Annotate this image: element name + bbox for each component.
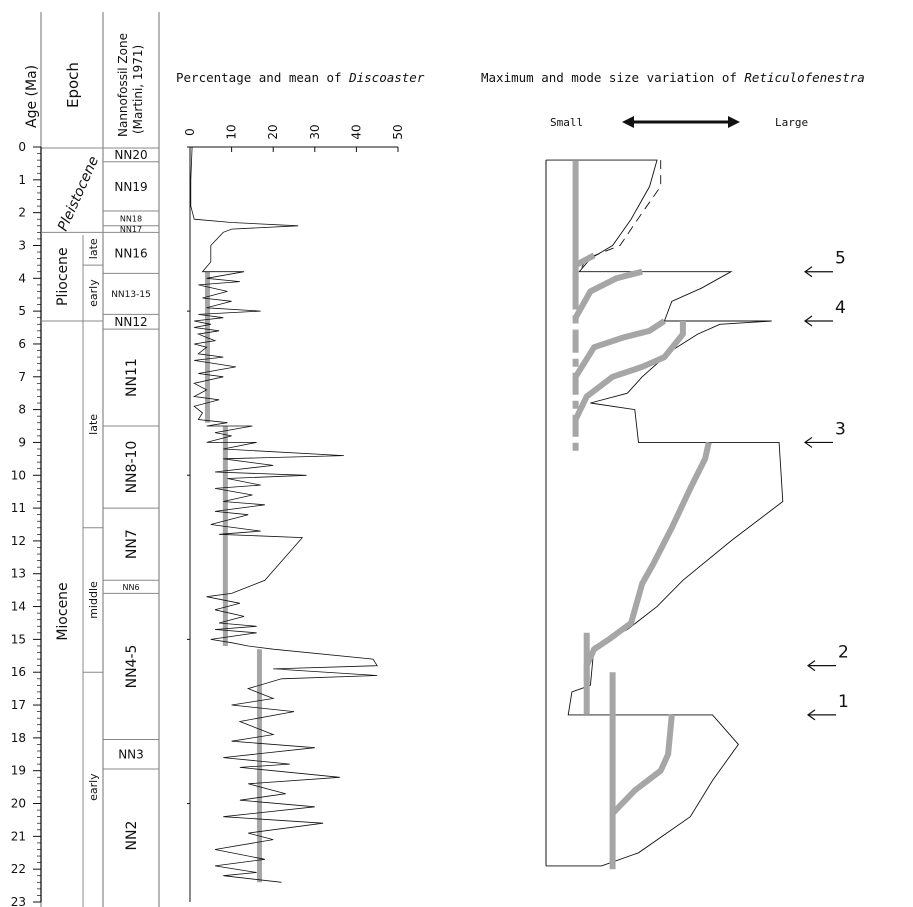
age-tick-label: 8 xyxy=(18,403,26,417)
discoaster-x-tick-label: 40 xyxy=(349,124,363,139)
age-tick-label: 2 xyxy=(18,206,26,220)
mode-size-line xyxy=(583,441,712,683)
age-tick-label: 22 xyxy=(11,862,26,876)
zone-label: NN16 xyxy=(114,246,147,260)
event-arrowhead xyxy=(806,660,816,672)
epoch-label: Miocene xyxy=(55,582,71,640)
stratigraphic-columns xyxy=(40,12,160,907)
age-tick-label: 16 xyxy=(11,665,26,679)
event-label: 3 xyxy=(835,419,846,439)
age-tick-label: 14 xyxy=(11,600,26,614)
event-label: 5 xyxy=(835,249,846,269)
event-label: 4 xyxy=(835,298,846,318)
mode-size-line xyxy=(572,321,686,421)
zone-label: NN6 xyxy=(122,583,139,592)
event-arrowhead xyxy=(803,436,813,448)
age-tick-label: 13 xyxy=(11,567,26,581)
age-column-header: Age (Ma) xyxy=(24,65,40,128)
zone-label: NN20 xyxy=(114,148,147,162)
large-size-label: Large xyxy=(775,116,808,129)
zone-label: NN18 xyxy=(120,214,142,223)
subepoch-label: late xyxy=(87,238,100,259)
subepoch-label: early xyxy=(87,279,100,307)
age-tick-label: 19 xyxy=(11,764,26,778)
reticulofenestra-chart: 5 4 3 2 1 xyxy=(545,159,849,870)
zone-label: NN11 xyxy=(124,358,140,397)
mode-size-line xyxy=(572,268,643,320)
age-tick-label: 23 xyxy=(11,895,26,907)
age-tick-label: 0 xyxy=(18,140,26,154)
age-tick-label: 1 xyxy=(18,173,26,187)
discoaster-chart-title: Percentage and mean of Discoaster xyxy=(176,70,425,85)
epoch-label: Pliocene xyxy=(55,247,71,306)
zone-label: NN2 xyxy=(124,821,140,851)
discoaster-x-tick-label: 30 xyxy=(308,124,322,139)
age-tick-label: 10 xyxy=(11,468,26,482)
epoch-column-header: Epoch xyxy=(64,62,82,108)
zone-column: NN20 NN19 NN18 NN17 NN16 NN13-15 NN12 NN11 NN8-1… xyxy=(103,148,159,851)
age-tick-label: 20 xyxy=(11,797,26,811)
age-tick-label: 21 xyxy=(11,829,26,843)
age-tick-label: 9 xyxy=(18,435,26,449)
discoaster-x-tick-label: 20 xyxy=(266,124,280,139)
age-tick-label: 17 xyxy=(11,698,26,712)
age-tick-label: 6 xyxy=(18,337,26,351)
age-tick-label: 4 xyxy=(18,271,26,285)
zone-label: NN17 xyxy=(120,225,142,234)
zone-label: NN7 xyxy=(124,529,140,559)
nanno-column-header-line2: (Martini, 1971) xyxy=(131,45,145,134)
discoaster-x-tick-label: 0 xyxy=(183,128,197,136)
nanno-column-header-line1: Nannofossil Zone xyxy=(116,33,130,137)
event-arrowhead xyxy=(803,315,813,327)
reticulofenestra-title-italic: Reticulofenestra xyxy=(744,70,864,85)
discoaster-x-tick-label: 50 xyxy=(391,124,405,139)
small-size-label: Small xyxy=(550,116,583,129)
event-label: 2 xyxy=(838,643,849,663)
mode-size-line xyxy=(610,714,675,816)
event-arrowhead xyxy=(803,266,813,278)
size-direction-arrow xyxy=(622,116,740,128)
zone-label: NN4-5 xyxy=(124,645,140,689)
subepoch-label: late xyxy=(87,414,100,435)
age-tick-label: 15 xyxy=(11,632,26,646)
subepoch-label: middle xyxy=(87,581,100,619)
maximum-size-outline xyxy=(546,159,784,867)
epoch-column: Pleistocene Pliocene Miocene late early late m… xyxy=(41,154,103,801)
zone-label: NN8-10 xyxy=(124,441,140,494)
discoaster-title-prefix: Percentage and mean of xyxy=(176,70,349,85)
zone-label: NN3 xyxy=(118,748,144,762)
age-tick-label: 3 xyxy=(18,238,26,252)
mode-size-line xyxy=(572,252,596,289)
zone-label: NN12 xyxy=(114,315,147,329)
mode-size-line xyxy=(573,318,667,379)
age-tick-label: 11 xyxy=(11,501,26,515)
event-arrowhead xyxy=(806,709,816,721)
epoch-label: Pleistocene xyxy=(55,154,102,234)
age-tick-label: 12 xyxy=(11,534,26,548)
age-tick-label: 5 xyxy=(18,304,26,318)
discoaster-x-tick-label: 10 xyxy=(225,124,239,139)
zone-label: NN19 xyxy=(114,180,147,194)
age-tick-label: 18 xyxy=(11,731,26,745)
discoaster-percentage-line xyxy=(190,146,378,883)
reticulofenestra-title-prefix: Maximum and mode size variation of xyxy=(481,70,744,85)
zone-label: NN13-15 xyxy=(111,290,151,300)
age-tick-label: 7 xyxy=(18,370,26,384)
reticulofenestra-chart-title: Maximum and mode size variation of Retic… xyxy=(481,70,865,85)
discoaster-chart: 0 10 20 30 40 50 xyxy=(183,124,405,902)
event-label: 1 xyxy=(838,692,849,712)
discoaster-title-italic: Discoaster xyxy=(348,70,425,85)
subepoch-label: early xyxy=(87,773,100,801)
